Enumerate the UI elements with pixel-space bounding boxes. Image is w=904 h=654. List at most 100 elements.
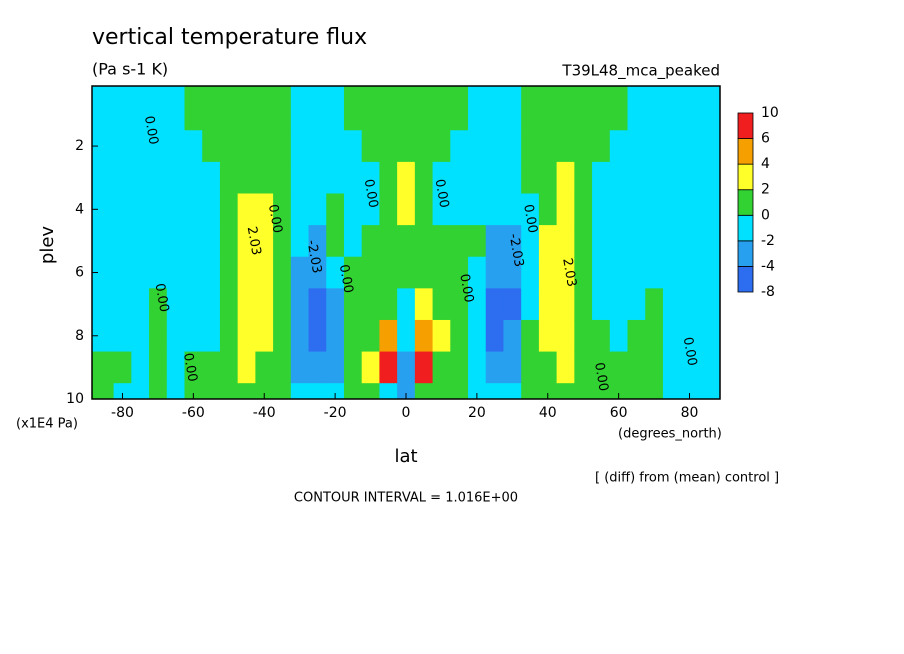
field-cell (273, 130, 292, 163)
field-cell (556, 161, 575, 194)
field-cell (92, 383, 115, 400)
field-cell (255, 193, 274, 226)
field-cell (149, 319, 168, 353)
field-cell (326, 256, 345, 289)
field-cell (255, 351, 274, 384)
field-cell (149, 383, 168, 400)
colorbar-label: 0 (761, 207, 770, 223)
field-cell (485, 225, 504, 258)
chart-title: vertical temperature flux (92, 25, 367, 50)
field-cell (645, 130, 664, 163)
contour-label: 0.00 (591, 361, 611, 392)
x-tick-label: -40 (253, 405, 276, 421)
field-cell (308, 319, 327, 353)
field-cell (273, 256, 292, 289)
field-cell (680, 288, 699, 321)
field-cell (92, 225, 115, 258)
x-tick-label: -60 (182, 405, 205, 421)
field-cell (113, 288, 132, 321)
field-cell (574, 383, 593, 400)
field-cell (450, 130, 469, 163)
field-cell (290, 319, 310, 353)
field-cell (468, 319, 487, 353)
field-cell (202, 161, 221, 194)
field-cell (574, 351, 593, 384)
y-tick-label: 4 (75, 201, 84, 217)
field-cell (414, 86, 434, 131)
field-cell (343, 130, 363, 163)
field-cell (698, 288, 721, 321)
field-cell (273, 161, 292, 194)
field-cell (166, 130, 185, 163)
colorbar-label: -8 (761, 284, 775, 300)
field-cell (680, 319, 699, 353)
field-cell (290, 383, 310, 400)
field-cell (149, 193, 168, 226)
field-cell (237, 383, 256, 400)
field-cell (450, 193, 469, 226)
field-cell (397, 193, 416, 226)
field-cell (468, 351, 487, 384)
field-cell (308, 86, 327, 131)
x-tick-label: 40 (539, 405, 557, 421)
field-cell (219, 256, 239, 289)
field-cell (592, 288, 611, 321)
field-cell (131, 193, 150, 226)
field-cell (485, 193, 504, 226)
field-cell (556, 256, 575, 289)
field-cell (308, 351, 327, 384)
field-cell (432, 161, 451, 194)
field-cell (237, 130, 256, 163)
field-cell (379, 383, 398, 400)
field-cell (468, 288, 487, 321)
field-cell (379, 86, 398, 131)
field-cell (503, 225, 522, 258)
field-cell (397, 256, 416, 289)
colorbar-box (737, 240, 754, 267)
field-cell (432, 225, 451, 258)
field-cell (202, 193, 221, 226)
field-cell (609, 225, 629, 258)
field-cell (131, 383, 150, 400)
field-cell (131, 319, 150, 353)
field-cell (361, 193, 380, 226)
field-cell (113, 256, 132, 289)
field-cell (609, 319, 629, 353)
colorbar-box (737, 163, 754, 191)
contour-label: 0.00 (680, 336, 700, 367)
note: [ (diff) from (mean) control ] (595, 471, 779, 486)
field-cell (574, 193, 593, 226)
y-tick-label: 6 (75, 265, 84, 281)
y-unit: (x1E4 Pa) (16, 417, 78, 432)
field-cell (397, 225, 416, 258)
field-cell (592, 86, 611, 131)
field-cell (609, 351, 629, 384)
field-cell (627, 130, 646, 163)
run-label: T39L48_mca_peaked (561, 62, 720, 81)
field-cell (645, 193, 664, 226)
field-cell (92, 288, 115, 321)
field-cell (219, 225, 239, 258)
chart-subtitle: (Pa s-1 K) (92, 60, 168, 79)
field-cell (538, 351, 558, 384)
field-cell (468, 161, 487, 194)
field-cell (219, 130, 239, 163)
field-cell (255, 161, 274, 194)
field-cell (326, 130, 345, 163)
field-cell (503, 130, 522, 163)
field-cell (662, 193, 682, 226)
field-cell (645, 351, 664, 384)
field-cell (202, 288, 221, 321)
colorbar-box (737, 266, 754, 293)
field-cell (290, 351, 310, 384)
field-cell (326, 288, 345, 321)
field-cell (468, 193, 487, 226)
contour-label: 0.00 (520, 203, 540, 234)
field-cell (326, 319, 345, 353)
field-cell (592, 161, 611, 194)
field-cell (379, 130, 398, 163)
field-cell (627, 383, 646, 400)
y-tick-label: 2 (75, 138, 84, 154)
field-cell (521, 193, 540, 226)
field-cell (521, 86, 540, 131)
